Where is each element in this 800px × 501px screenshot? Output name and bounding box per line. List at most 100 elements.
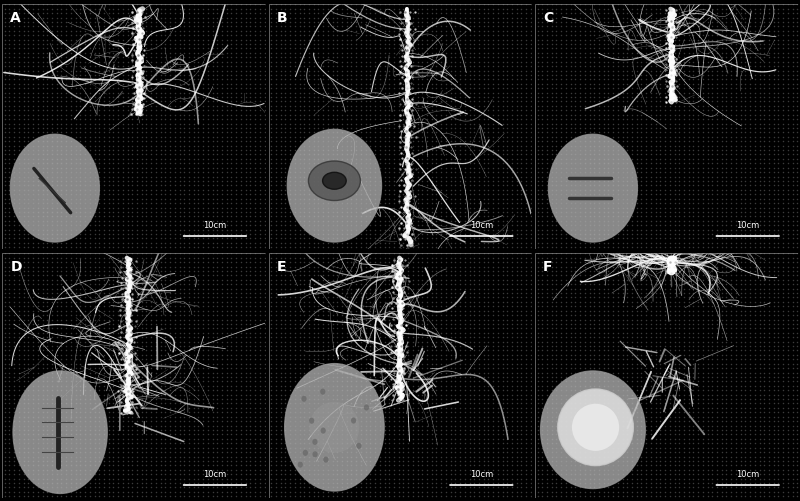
Point [486, 27, 499, 35]
Point [126, 448, 138, 456]
Point [88, 181, 101, 189]
Point [606, 488, 619, 496]
Point [117, 239, 130, 247]
Point [3, 142, 16, 150]
Point [496, 102, 509, 110]
Point [126, 89, 138, 97]
Point [611, 239, 624, 247]
Point [192, 243, 205, 252]
Point [468, 258, 481, 266]
Point [593, 285, 606, 293]
Point [578, 98, 591, 106]
Point [350, 98, 362, 106]
Point [364, 413, 377, 421]
Point [0, 67, 11, 75]
Point [486, 234, 499, 242]
Point [569, 466, 582, 474]
Point [640, 307, 653, 315]
Point [239, 203, 252, 211]
Point [312, 93, 325, 101]
Point [8, 298, 21, 306]
Point [650, 294, 662, 302]
Point [449, 382, 462, 390]
Point [531, 421, 544, 429]
Point [168, 84, 181, 92]
Point [673, 439, 686, 447]
Point [611, 395, 624, 403]
Point [663, 329, 676, 337]
Point [378, 355, 391, 363]
Point [31, 272, 44, 280]
Point [302, 203, 315, 211]
Point [574, 49, 586, 57]
Point [767, 217, 780, 225]
Point [117, 249, 130, 257]
Point [359, 225, 372, 233]
Point [434, 298, 447, 306]
Point [244, 62, 257, 70]
Point [74, 302, 86, 310]
Point [630, 31, 643, 39]
Point [767, 364, 780, 372]
Point [8, 254, 21, 262]
Point [392, 102, 405, 110]
Point [126, 208, 138, 216]
Point [387, 177, 400, 185]
Point [767, 142, 780, 150]
Point [0, 58, 11, 66]
Point [673, 492, 686, 500]
Point [454, 448, 466, 456]
Point [270, 285, 282, 293]
Point [121, 58, 134, 66]
Point [525, 203, 538, 211]
Point [88, 239, 101, 247]
Point [668, 27, 681, 35]
Point [645, 186, 658, 194]
Point [406, 75, 419, 83]
Point [225, 298, 238, 306]
Point [473, 461, 486, 469]
Point [317, 395, 330, 403]
Point [387, 483, 400, 491]
Point [491, 263, 504, 271]
Point [230, 0, 242, 8]
Point [411, 45, 424, 53]
Point [192, 311, 205, 319]
Point [687, 413, 700, 421]
Point [777, 263, 790, 271]
Point [8, 421, 21, 429]
Point [322, 49, 334, 57]
Point [168, 221, 181, 229]
Point [13, 417, 26, 425]
Point [663, 190, 676, 198]
Point [254, 128, 266, 136]
Point [668, 142, 681, 150]
Point [663, 258, 676, 266]
Point [449, 417, 462, 425]
Point [70, 102, 82, 110]
Point [345, 399, 358, 407]
Point [510, 9, 523, 17]
Point [50, 461, 63, 469]
Point [354, 62, 367, 70]
Point [83, 23, 96, 31]
Point [336, 155, 349, 163]
Point [8, 360, 21, 368]
Point [178, 492, 190, 500]
Point [192, 212, 205, 220]
Point [121, 111, 134, 119]
Point [126, 124, 138, 132]
Point [515, 230, 528, 238]
Point [70, 31, 82, 39]
Point [22, 452, 34, 460]
Point [515, 294, 528, 302]
Point [706, 195, 718, 203]
Point [274, 225, 287, 233]
Point [130, 492, 143, 500]
Point [249, 470, 262, 478]
Point [50, 382, 63, 390]
Point [678, 347, 690, 355]
Point [22, 98, 34, 106]
Point [206, 128, 219, 136]
Point [93, 84, 106, 92]
